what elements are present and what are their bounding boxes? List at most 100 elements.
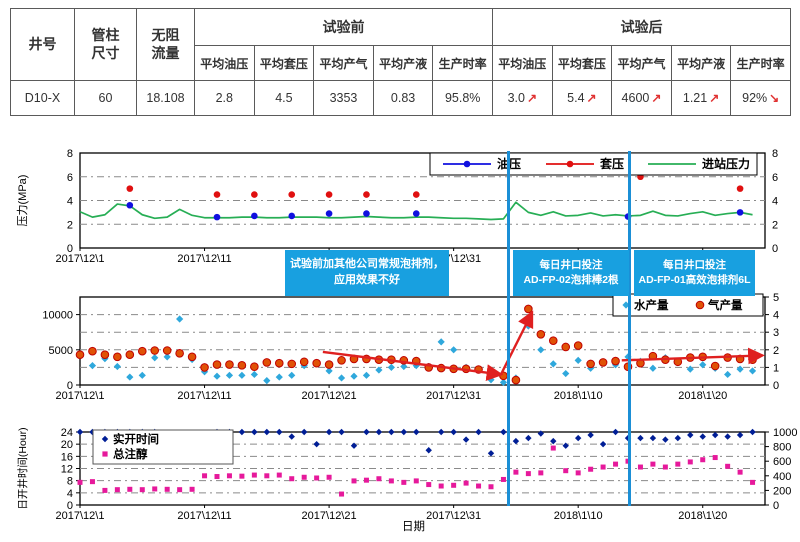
svg-text:2017\12\31: 2017\12\31 [426,510,481,522]
svg-text:200: 200 [773,485,791,497]
cell-before-casing-pressure: 4.5 [253,80,315,116]
svg-text:气产量: 气产量 [707,298,743,312]
production-chart: 0 5000 10000 0 1 2 3 4 5 2017\12\1 2017\12\11 2017\… [42,292,779,402]
svg-text:2018\1\20: 2018\1\20 [678,390,727,402]
svg-text:12: 12 [61,464,73,476]
methanol-series [77,445,756,497]
annotation-box-foam-stick: 每日井口投注 AD-FP-02泡排棒2根 [513,250,629,296]
col-header-pipe-size: 管柱 尺寸 [74,8,137,81]
svg-text:水产量: 水产量 [634,298,669,312]
svg-text:2018\1\10: 2018\1\10 [554,510,603,522]
cell-open-flow: 18.108 [136,80,195,116]
annotation-box-foam-agent: 每日井口投注 AD-FP-01高效泡排剂6L [634,250,755,296]
col-header-production-rate-after: 生产时率 [730,45,791,81]
col-header-open-flow: 无阻 流量 [136,8,195,81]
annotation-text: 应用效果不好 [334,274,400,286]
svg-text:8: 8 [67,148,73,160]
cell-before-oil-pressure: 2.8 [194,80,255,116]
treatment-phase-divider-2 [628,151,631,506]
svg-text:0: 0 [773,500,779,512]
svg-text:24: 24 [61,427,73,439]
svg-text:0: 0 [67,380,73,392]
col-header-avg-casing-pressure-before: 平均套压 [253,45,315,81]
cell-after-gas: 4600 ↗ [611,80,672,116]
svg-text:4: 4 [67,488,73,500]
svg-text:5000: 5000 [49,345,73,357]
trend-up-icon: ↗ [709,91,720,105]
treatment-phase-divider-1 [507,151,510,506]
cell-after-casing-pressure: 5.4 ↗ [551,80,613,116]
svg-text:2017\12\21: 2017\12\21 [302,390,357,402]
cell-before-rate: 95.8% [432,80,493,116]
annotation-text: 每日井口投注 [663,258,726,271]
svg-text:8: 8 [67,476,73,488]
svg-text:日开井时间(Hour): 日开井时间(Hour) [16,427,29,509]
svg-text:1000: 1000 [773,427,797,439]
table-row: D10-X 60 18.108 2.8 4.5 3353 0.83 95.8% … [10,80,791,116]
cell-after-oil-pressure: 3.0 ↗ [492,80,553,116]
svg-text:2017\12\31: 2017\12\31 [426,390,481,402]
col-header-avg-liquid-before: 平均产液 [372,45,434,81]
pressure-legend: 油压套压进站压力 [429,152,758,176]
svg-text:2018\1\20: 2018\1\20 [678,510,727,522]
col-header-avg-oil-pressure-after: 平均油压 [492,45,553,81]
svg-text:0: 0 [67,500,73,512]
svg-text:压力(MPa): 压力(MPa) [16,175,29,227]
svg-text:2017\12\1: 2017\12\1 [56,253,105,265]
trend-up-icon: ↗ [586,91,597,105]
svg-text:2: 2 [773,345,779,357]
svg-text:2: 2 [67,219,73,231]
annotation-text: 每日井口投注 [539,258,603,271]
svg-text:0: 0 [67,243,73,255]
col-header-production-rate-before: 生产时率 [432,45,493,81]
svg-text:实开时间: 实开时间 [113,432,159,446]
svg-text:0: 0 [773,380,779,392]
svg-text:5: 5 [773,292,779,304]
sub-header-row: 平均油压 平均套压 平均产气 平均产液 生产时率 平均油压 平均套压 平均产气 … [11,45,791,81]
col-group-before-test: 试验前 [194,8,493,46]
annotation-text: AD-FP-02泡排棒2根 [523,274,619,286]
svg-text:6: 6 [67,172,73,184]
svg-text:1: 1 [773,362,779,374]
svg-text:进站压力: 进站压力 [702,156,750,171]
col-header-avg-oil-pressure-before: 平均油压 [194,45,255,81]
svg-text:2017\12\11: 2017\12\11 [177,510,231,522]
cell-after-liquid: 1.21 ↗ [670,80,732,116]
svg-text:2017\12\21: 2017\12\21 [302,510,357,522]
svg-text:总注醇: 总注醇 [113,447,148,461]
svg-text:4: 4 [67,196,73,208]
cell-pipe-size: 60 [74,80,137,116]
oil-pressure-series [126,201,744,221]
annotation-box-pretest: 试验前加其他公司常规泡排剂， 应用效果不好 [285,250,449,296]
cell-before-liquid: 0.83 [372,80,434,116]
runtime-chart: 0481216202402004006008001000日开井时间(Hour)2… [16,427,797,533]
inlet-pressure-series [79,201,753,221]
svg-text:20: 20 [61,439,73,451]
svg-text:8: 8 [772,148,778,160]
svg-text:4: 4 [772,196,778,208]
svg-text:800: 800 [773,442,791,454]
svg-text:3: 3 [773,327,779,339]
svg-text:10000: 10000 [42,310,73,322]
svg-text:2017\12\11: 2017\12\11 [177,253,231,265]
production-legend: 水产量 气产量 [612,293,764,317]
annotation-text: AD-FP-01高效泡排剂6L [638,274,751,286]
svg-text:6: 6 [772,172,778,184]
svg-text:4: 4 [773,310,779,322]
trend-up-icon: ↗ [651,91,662,105]
trend-arrows [322,310,765,381]
svg-text:0: 0 [772,243,778,255]
svg-text:2: 2 [772,219,778,231]
col-header-avg-liquid-after: 平均产液 [670,45,732,81]
col-header-avg-gas-before: 平均产气 [313,45,374,81]
col-group-after-test: 试验后 [492,8,791,46]
svg-text:400: 400 [773,471,791,483]
cell-before-gas: 3353 [313,80,374,116]
trend-down-icon: ↘ [769,91,780,105]
svg-text:16: 16 [61,451,73,463]
svg-text:600: 600 [773,456,791,468]
col-header-avg-gas-after: 平均产气 [611,45,672,81]
col-header-avg-casing-pressure-after: 平均套压 [551,45,613,81]
svg-text:2017\12\11: 2017\12\11 [177,390,231,402]
